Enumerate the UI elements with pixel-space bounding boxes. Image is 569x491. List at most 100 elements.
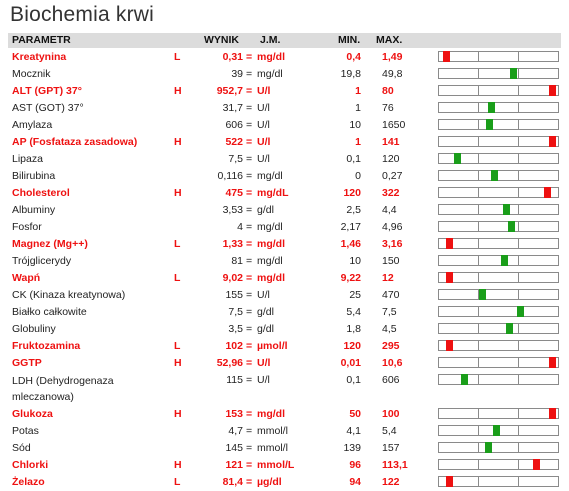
parameter-name: Białko całkowite	[12, 306, 87, 318]
range-divider	[478, 409, 480, 418]
range-bar	[438, 51, 559, 62]
equals-sign: =	[246, 85, 253, 97]
min-value: 4,1	[346, 425, 361, 437]
min-value: 0,4	[346, 51, 361, 63]
flag-indicator: H	[174, 85, 182, 97]
flag-indicator: L	[174, 476, 181, 488]
range-divider	[517, 103, 519, 112]
min-value: 2,5	[346, 204, 361, 216]
equals-sign: =	[246, 204, 253, 216]
equals-sign: =	[246, 153, 253, 165]
table-row: Albuminy 3,53 = g/dl 2,5 4,4	[8, 202, 561, 219]
parameter-name: Fruktozamina	[12, 340, 81, 352]
unit-label: mmol/l	[257, 425, 288, 437]
min-value: 139	[343, 442, 361, 454]
parameter-name: Fosfor	[12, 221, 42, 233]
range-bar	[438, 306, 559, 317]
range-marker	[549, 85, 556, 96]
min-value: 50	[349, 408, 361, 420]
table-row: ALT (GPT) 37° H 952,7 = U/l 1 80	[8, 83, 561, 100]
result-value: 1,33	[222, 238, 243, 250]
equals-sign: =	[246, 425, 253, 437]
equals-sign: =	[246, 68, 253, 80]
range-marker	[503, 204, 510, 215]
result-value: 3,5	[228, 323, 243, 335]
range-divider	[478, 171, 480, 180]
range-marker	[491, 170, 498, 181]
range-divider	[478, 103, 480, 112]
equals-sign: =	[246, 340, 253, 352]
header-wynik: WYNIK	[204, 34, 239, 46]
unit-label: U/l	[257, 102, 270, 114]
range-bar	[438, 136, 559, 147]
equals-sign: =	[246, 272, 253, 284]
flag-indicator: H	[174, 408, 182, 420]
range-divider	[517, 409, 519, 418]
unit-label: mg/dl	[257, 51, 285, 63]
flag-indicator: L	[174, 238, 181, 250]
range-divider	[517, 188, 519, 197]
unit-label: µmol/l	[257, 340, 288, 352]
result-value: 7,5	[228, 153, 243, 165]
page-title: Biochemia krwi	[10, 3, 155, 26]
range-bar	[438, 357, 559, 368]
max-value: 1,49	[382, 51, 403, 63]
unit-label: mg/dl	[257, 238, 285, 250]
unit-label: U/l	[257, 357, 271, 369]
parameter-name: Glukoza	[12, 408, 53, 420]
header-parametr: PARAMETR	[12, 34, 71, 46]
max-value: 4,96	[382, 221, 403, 233]
range-divider	[478, 307, 480, 316]
range-marker	[479, 289, 486, 300]
max-value: 10,6	[382, 357, 403, 369]
range-divider	[517, 290, 519, 299]
table-row: Bilirubina 0,116 = mg/dl 0 0,27	[8, 168, 561, 185]
table-row: Wapń L 9,02 = mg/dl 9,22 12	[8, 270, 561, 287]
max-value: 76	[382, 102, 394, 114]
flag-indicator: H	[174, 187, 182, 199]
max-value: 113,1	[382, 459, 408, 471]
range-divider	[478, 205, 480, 214]
range-divider	[517, 443, 519, 452]
max-value: 322	[382, 187, 400, 199]
table-row: Białko całkowite 7,5 = g/dl 5,4 7,5	[8, 304, 561, 321]
result-value: 952,7	[216, 85, 243, 97]
table-row: Sód 145 = mmol/l 139 157	[8, 440, 561, 457]
max-value: 120	[382, 153, 400, 165]
parameter-name: Żelazo	[12, 476, 45, 488]
range-divider	[517, 375, 519, 384]
range-marker	[446, 340, 453, 351]
unit-label: U/l	[257, 289, 270, 301]
parameter-name: Trójglicerydy	[12, 255, 72, 267]
result-value: 3,53	[222, 204, 243, 216]
range-divider	[517, 460, 519, 469]
unit-label: g/dl	[257, 204, 274, 216]
header-jm: J.M.	[260, 34, 281, 46]
result-value: 81,4	[222, 476, 243, 488]
min-value: 1	[355, 85, 361, 97]
table-row: AP (Fosfataza zasadowa) H 522 = U/l 1 141	[8, 134, 561, 151]
table-row: Mocznik 39 = mg/dl 19,8 49,8	[8, 66, 561, 83]
range-divider	[517, 341, 519, 350]
table-row: AST (GOT) 37° 31,7 = U/l 1 76	[8, 100, 561, 117]
equals-sign: =	[246, 459, 253, 471]
min-value: 2,17	[340, 221, 361, 233]
equals-sign: =	[246, 170, 253, 182]
equals-sign: =	[246, 102, 253, 114]
parameter-name: Kreatynina	[12, 51, 67, 63]
unit-label: mg/dl	[257, 68, 283, 80]
table-row: Żelazo L 81,4 = µg/dl 94 122	[8, 474, 561, 491]
range-marker	[510, 68, 517, 79]
flag-indicator: H	[174, 136, 182, 148]
range-divider	[517, 239, 519, 248]
max-value: 141	[382, 136, 400, 148]
parameter-name: Globuliny	[12, 323, 56, 335]
parameter-name: GGTP	[12, 357, 42, 369]
range-marker	[517, 306, 524, 317]
range-divider	[478, 154, 480, 163]
unit-label: mg/dl	[257, 408, 285, 420]
equals-sign: =	[246, 119, 253, 131]
parameter-name: Bilirubina	[12, 170, 56, 182]
result-value: 81	[231, 255, 243, 267]
min-value: 0,1	[346, 153, 361, 165]
